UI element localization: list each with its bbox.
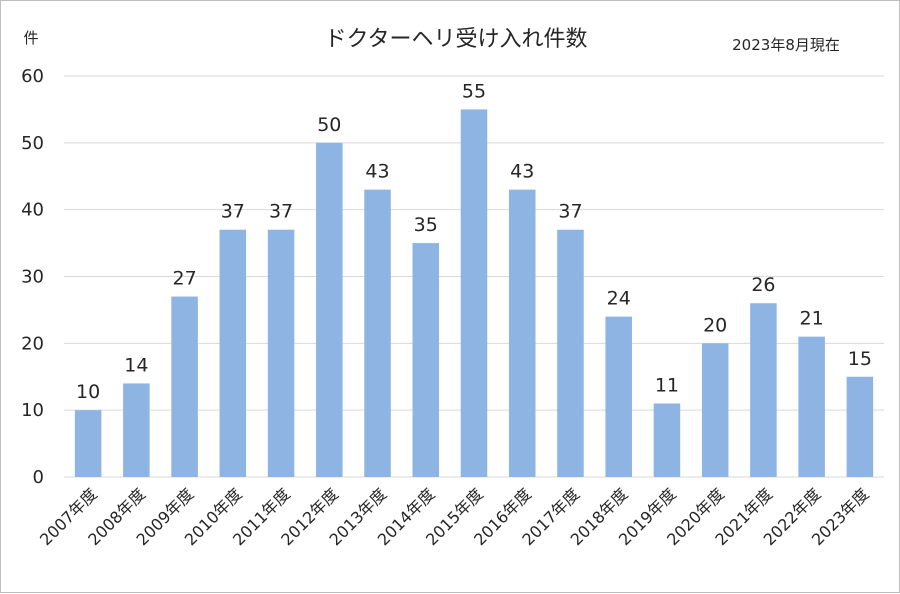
bar <box>316 142 343 478</box>
bar <box>798 336 825 477</box>
bar <box>653 403 681 477</box>
y-tick-label: 50 <box>21 133 44 154</box>
data-label: 21 <box>800 308 824 330</box>
bars <box>74 109 874 478</box>
data-label: 15 <box>848 348 872 370</box>
bar <box>557 229 584 477</box>
y-tick-label: 30 <box>21 267 44 288</box>
bar <box>701 343 729 477</box>
bar <box>460 109 488 478</box>
data-label: 55 <box>462 80 486 102</box>
chart-title: ドクターヘリ受け入れ件数 <box>324 27 587 52</box>
bar <box>74 410 102 477</box>
y-tick-label: 10 <box>21 400 44 421</box>
data-label: 11 <box>655 374 679 396</box>
data-label: 10 <box>76 381 100 403</box>
y-tick-label: 0 <box>33 467 44 488</box>
data-label: 43 <box>365 161 389 183</box>
data-labels: 10 14 27 37 37 50 43 35 55 43 37 24 11 20 26 21 15 <box>76 80 872 403</box>
y-axis-unit: 件 <box>23 29 38 47</box>
y-tick-label: 60 <box>21 66 44 87</box>
y-axis-ticks: 0 10 20 30 40 50 60 <box>21 66 44 488</box>
bar <box>412 243 440 477</box>
bar <box>364 189 391 477</box>
bar <box>123 383 150 477</box>
data-label: 37 <box>269 201 293 223</box>
data-label: 35 <box>414 214 438 236</box>
data-label: 24 <box>607 288 631 310</box>
data-label: 27 <box>172 268 196 290</box>
y-tick-label: 20 <box>21 333 44 354</box>
data-label: 37 <box>558 201 582 223</box>
data-label: 20 <box>703 314 727 336</box>
bar <box>605 316 632 477</box>
bar <box>750 303 777 477</box>
data-label: 43 <box>510 161 534 183</box>
bar <box>267 229 295 477</box>
bar <box>508 189 536 477</box>
data-label: 50 <box>317 114 341 136</box>
bar <box>219 229 247 477</box>
y-tick-label: 40 <box>21 200 44 221</box>
data-label: 26 <box>751 274 775 296</box>
x-axis-ticks: 2007年度2008年度2009年度2010年度2011年度2012年度2013… <box>36 484 873 549</box>
data-label: 37 <box>221 201 245 223</box>
data-label: 14 <box>124 354 148 376</box>
as-of-note: 2023年8月現在 <box>732 36 840 54</box>
bar <box>846 376 874 477</box>
bar <box>171 296 198 477</box>
